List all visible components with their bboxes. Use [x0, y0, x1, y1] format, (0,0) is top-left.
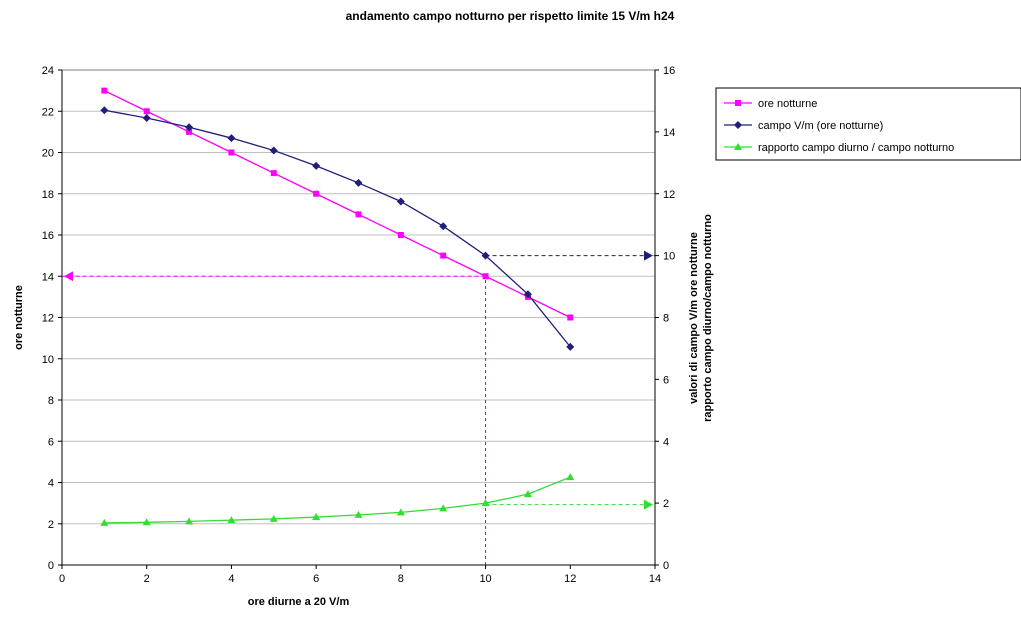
gridlines [62, 110, 655, 525]
series-1-point-3 [227, 134, 236, 143]
series-2-point-7 [396, 508, 405, 516]
series-0-point-1 [143, 108, 150, 115]
y-right-tick-label-7: 14 [663, 127, 675, 139]
legend-label-1: campo V/m (ore notturne) [758, 120, 883, 132]
series-1-point-0 [100, 106, 109, 115]
series-1-point-5 [312, 161, 321, 170]
series-2-point-6 [354, 510, 363, 518]
series-0-point-4 [270, 170, 277, 177]
series-2-point-8 [439, 504, 448, 512]
y-left-tick-label-8: 16 [42, 230, 54, 242]
y-right-tick-label-8: 16 [663, 65, 675, 77]
series-2-point-2 [185, 517, 194, 525]
x-axis-title: ore diurne a 20 V/m [248, 596, 350, 608]
annotation-arrowhead-0 [64, 271, 73, 282]
series-1-point-11 [566, 342, 575, 351]
series-0-point-0 [101, 87, 108, 94]
legend-marker-0 [735, 100, 741, 106]
y-left-tick-label-7: 14 [42, 271, 54, 283]
series-1-point-7 [396, 197, 405, 206]
tick-labels: 0 2 4 6 8 10 12 1402468101214161820222402468101… [42, 65, 676, 585]
x-tick-label-7: 14 [649, 573, 661, 585]
y-axis-right-title-line1: valori di campo V/m ore notturne [688, 232, 700, 404]
y-axis-left-title: ore notturne [13, 285, 25, 350]
legend-marker-1 [734, 121, 742, 129]
y-right-tick-label-2: 4 [663, 436, 669, 448]
series-2-point-0 [100, 518, 109, 526]
y-right-tick-label-5: 10 [663, 251, 675, 263]
x-tick-label-0: 0 [59, 573, 65, 585]
series-0-point-3 [228, 149, 235, 156]
series-2-point-4 [269, 514, 278, 522]
y-right-tick-label-4: 8 [663, 313, 669, 325]
series-0-point-6 [355, 211, 362, 218]
x-tick-label-2: 4 [228, 573, 234, 585]
y-left-tick-label-6: 12 [42, 313, 54, 325]
legend-label-0: ore notturne [758, 98, 817, 110]
series-2-line [104, 476, 571, 524]
annotations [62, 250, 655, 565]
series-1-point-8 [439, 222, 448, 231]
series-2-point-3 [227, 516, 236, 524]
series-2-point-9 [481, 499, 490, 507]
series-1-point-6 [354, 178, 363, 187]
series-0-point-9 [482, 273, 489, 280]
series-2-point-10 [523, 490, 532, 498]
legend-box [715, 87, 1021, 161]
y-left-tick-label-2: 4 [48, 478, 54, 490]
y-left-tick-label-9: 18 [42, 189, 54, 201]
annotation-arrowhead-2 [644, 499, 653, 510]
x-tick-label-4: 8 [398, 573, 404, 585]
y-right-tick-label-6: 12 [663, 189, 675, 201]
series-1-point-1 [142, 113, 151, 122]
y-left-tick-label-4: 8 [48, 395, 54, 407]
y-left-tick-label-5: 10 [42, 354, 54, 366]
y-left-tick-label-10: 20 [42, 148, 54, 160]
series-0-point-5 [313, 190, 320, 197]
series-1-point-2 [185, 123, 194, 132]
legend-marker-2 [734, 143, 742, 150]
series-2-point-11 [566, 473, 575, 481]
series-0-point-7 [397, 232, 404, 238]
y-left-tick-label-12: 24 [42, 65, 54, 77]
series-2-point-1 [142, 518, 151, 526]
y-left-tick-label-1: 2 [48, 519, 54, 531]
y-left-tick-label-0: 0 [48, 560, 54, 572]
series-1-point-4 [269, 146, 278, 155]
annotation-arrowhead-1 [644, 250, 653, 261]
x-tick-label-6: 12 [564, 573, 576, 585]
series-1-point-10 [523, 290, 532, 299]
y-left-tick-label-11: 22 [42, 106, 54, 118]
y-right-tick-label-0: 0 [663, 560, 669, 572]
y-left-tick-label-3: 6 [48, 436, 54, 448]
series-0-point-8 [440, 252, 447, 259]
chart-title: andamento campo notturno per rispetto li… [346, 9, 675, 23]
series-0-line [104, 90, 571, 319]
y-axis-right-title-line2: rapporto campo diurno/campo notturno [702, 214, 714, 422]
series-0-point-11 [567, 314, 574, 321]
series-0-point-2 [186, 128, 193, 135]
y-right-tick-label-3: 6 [663, 374, 669, 386]
x-tick-label-3: 6 [313, 573, 319, 585]
series-1-line [104, 109, 571, 348]
y-right-tick-label-1: 2 [663, 498, 669, 510]
series-2-point-5 [312, 513, 321, 521]
legend: ore notturne campo V/m (ore notturne) rapp… [715, 87, 1021, 161]
x-tick-label-5: 10 [479, 573, 491, 585]
x-tick-label-1: 2 [144, 573, 150, 585]
series [100, 87, 575, 526]
legend-label-2: rapporto campo diurno / campo notturno [758, 142, 954, 154]
series-1-point-9 [481, 251, 490, 260]
